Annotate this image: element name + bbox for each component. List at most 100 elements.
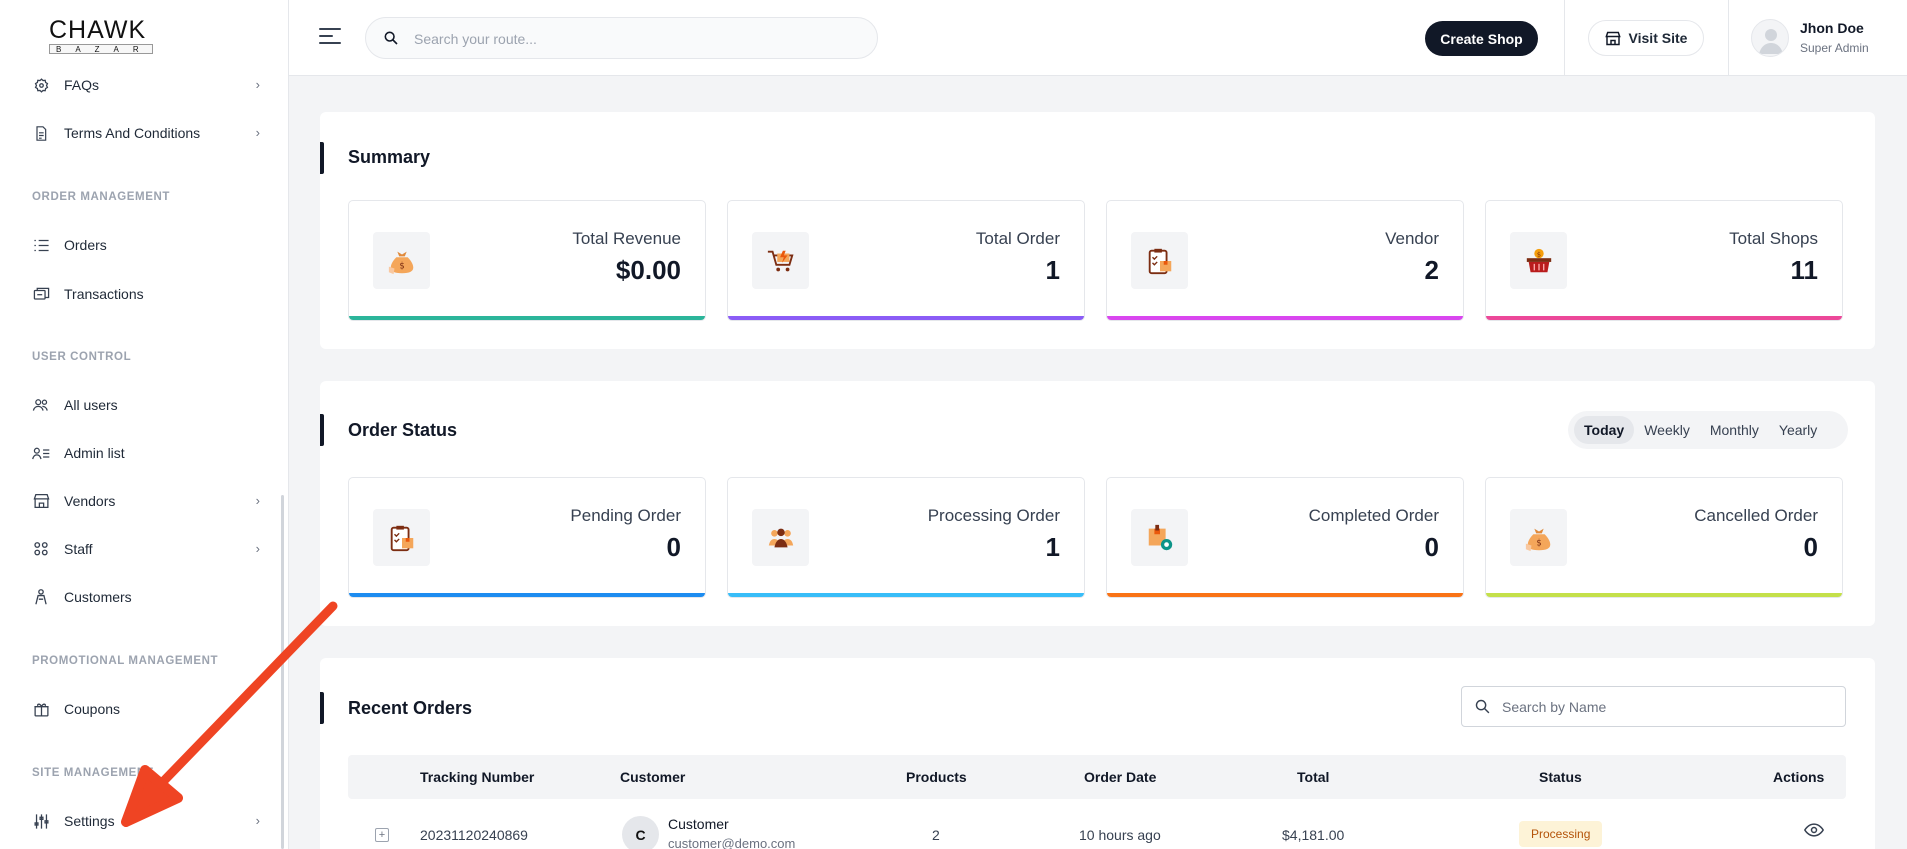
tab-weekly[interactable]: Weekly (1644, 422, 1690, 438)
stat-value: $0.00 (615, 255, 681, 285)
top-header: Create Shop Visit Site Jhon Doe Super Ad… (289, 0, 1907, 76)
stat-card[interactable]: $ Cancelled Order 0 (1485, 477, 1843, 598)
sidebar-item-all-users[interactable]: All users (32, 392, 260, 418)
tab-today[interactable]: Today (1574, 416, 1635, 444)
table-header (348, 755, 1846, 799)
staff-icon (32, 540, 50, 558)
stat-underline (1107, 316, 1463, 320)
stat-card[interactable]: Completed Order 0 (1106, 477, 1464, 598)
sliders-icon (32, 812, 50, 830)
stat-label: Processing Order (927, 506, 1060, 525)
gift-icon (32, 700, 50, 718)
sidebar-item-vendors[interactable]: Vendors › (32, 488, 260, 514)
search-icon (383, 30, 399, 51)
sidebar-item-settings[interactable]: Settings › (32, 808, 260, 834)
section-accent (320, 692, 324, 724)
column-header[interactable]: Products (906, 769, 967, 785)
chevron-right-icon: › (255, 493, 260, 508)
stat-card[interactable]: Vendor 2 (1106, 200, 1464, 321)
expand-row-icon[interactable]: + (375, 828, 389, 842)
summary-title: Summary (348, 147, 431, 167)
transactions-icon (32, 285, 50, 303)
box-gear-icon (1131, 509, 1188, 566)
stat-underline (1486, 593, 1842, 597)
sidebar-item-orders[interactable]: Orders (32, 232, 260, 258)
column-header[interactable]: Status (1539, 769, 1582, 785)
column-header[interactable]: Customer (620, 769, 686, 785)
stat-value: 0 (1424, 532, 1439, 562)
section-heading-promotional-management: PROMOTIONAL MANAGEMENT (32, 655, 219, 667)
sidebar-item-label: All users (64, 397, 118, 413)
sidebar-item-terms[interactable]: Terms And Conditions › (32, 120, 260, 146)
sidebar-item-label: Customers (64, 589, 132, 605)
stat-value: 11 (1790, 255, 1819, 285)
sidebar-item-label: FAQs (64, 77, 100, 93)
divider (1564, 0, 1565, 76)
tab-monthly[interactable]: Monthly (1709, 422, 1759, 438)
people-icon (752, 509, 809, 566)
stat-underline (1107, 593, 1463, 597)
avatar[interactable] (1751, 19, 1789, 57)
column-header[interactable]: Tracking Number (420, 769, 535, 785)
period-tabs: Today Weekly Monthly Yearly (1568, 411, 1848, 449)
view-icon[interactable] (1803, 823, 1825, 840)
clipboard-icon (1131, 232, 1188, 289)
stat-label: Total Order (975, 229, 1060, 248)
menu-toggle-icon[interactable] (319, 28, 341, 46)
sidebar-item-label: Transactions (64, 286, 144, 302)
customer-avatar: C (622, 816, 659, 849)
clipboard-icon (373, 509, 430, 566)
section-heading-site-management: SITE MANAGEMENT (32, 767, 154, 779)
column-header[interactable]: Total (1297, 769, 1330, 785)
document-icon (32, 124, 50, 142)
stat-card[interactable]: $ Total Shops 11 (1485, 200, 1843, 321)
stat-card[interactable]: $ Total Revenue $0.00 (348, 200, 706, 321)
section-heading-user-control: USER CONTROL (32, 351, 132, 363)
section-accent (320, 142, 324, 174)
sidebar-item-label: Vendors (64, 493, 116, 509)
list-icon (32, 236, 50, 254)
user-name: Jhon Doe (1800, 20, 1864, 36)
sidebar-item-label: Staff (64, 541, 93, 557)
stat-card[interactable]: Processing Order 1 (727, 477, 1085, 598)
sidebar-item-customers[interactable]: Customers (32, 584, 260, 610)
logo[interactable]: CHAWK BAZAR (0, 0, 288, 76)
stat-underline (728, 316, 1084, 320)
order-search-input[interactable] (1502, 697, 1832, 717)
sidebar-item-label: Coupons (64, 701, 121, 717)
order-status-title: Order Status (348, 420, 458, 440)
order-total: $4,181.00 (1282, 827, 1345, 843)
chevron-right-icon: › (255, 541, 260, 556)
customer-name: Customer (668, 816, 729, 832)
sidebar-item-transactions[interactable]: Transactions (32, 281, 260, 307)
column-header[interactable]: Order Date (1084, 769, 1157, 785)
order-search (1461, 686, 1846, 727)
stat-label: Completed Order (1308, 506, 1439, 525)
stat-underline (349, 593, 705, 597)
order-date: 10 hours ago (1079, 827, 1161, 843)
stat-value: 2 (1424, 255, 1439, 285)
route-search (365, 17, 878, 59)
sidebar-item-faqs[interactable]: FAQs › (32, 72, 260, 98)
sidebar-item-staff[interactable]: Staff › (32, 536, 260, 562)
stat-card[interactable]: Pending Order 0 (348, 477, 706, 598)
column-header[interactable]: Actions (1773, 769, 1825, 785)
stat-card[interactable]: Total Order 1 (727, 200, 1085, 321)
route-search-input[interactable] (414, 28, 854, 50)
tab-yearly[interactable]: Yearly (1778, 422, 1818, 438)
stat-underline (1486, 316, 1842, 320)
stat-label: Total Shops (1729, 229, 1818, 248)
stat-label: Pending Order (570, 506, 681, 525)
stat-label: Cancelled Order (1694, 506, 1818, 525)
sidebar-item-coupons[interactable]: Coupons (32, 696, 260, 722)
stat-label: Total Revenue (572, 229, 681, 248)
visit-site-button[interactable]: Visit Site (1588, 20, 1704, 56)
faq-icon (32, 76, 50, 94)
search-icon (1474, 698, 1491, 720)
status-badge: Processing (1519, 821, 1603, 847)
basket-icon: $ (1510, 232, 1567, 289)
sidebar-item-admin-list[interactable]: Admin list (32, 440, 260, 466)
stat-underline (728, 593, 1084, 597)
sidebar-scrollbar[interactable] (281, 495, 284, 849)
create-shop-button[interactable]: Create Shop (1425, 21, 1538, 56)
